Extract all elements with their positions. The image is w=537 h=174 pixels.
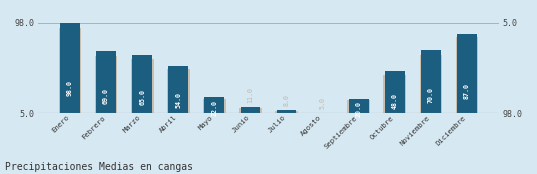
Text: 65.0: 65.0 (139, 89, 145, 105)
Bar (277, 110, 296, 113)
Bar (419, 55, 442, 113)
Text: 8.0: 8.0 (284, 94, 289, 106)
Bar (383, 75, 406, 113)
Bar (205, 97, 224, 113)
Bar (131, 59, 154, 113)
Text: 98.0: 98.0 (67, 80, 73, 96)
Bar (168, 66, 188, 113)
Bar (347, 101, 370, 113)
Bar (132, 55, 152, 113)
Bar (349, 98, 369, 113)
Bar (167, 69, 190, 113)
Bar (203, 98, 226, 113)
Text: 20.0: 20.0 (355, 101, 362, 117)
Text: 22.0: 22.0 (212, 101, 217, 116)
Bar (95, 56, 118, 113)
Bar (60, 23, 80, 113)
Text: 87.0: 87.0 (464, 83, 470, 99)
Text: 70.0: 70.0 (428, 88, 434, 104)
Text: Precipitaciones Medias en cangas: Precipitaciones Medias en cangas (5, 162, 193, 172)
Bar (96, 51, 116, 113)
Text: 48.0: 48.0 (392, 93, 398, 109)
Bar (241, 107, 260, 113)
Bar (59, 28, 81, 113)
Text: 5.0: 5.0 (320, 97, 325, 109)
Bar (421, 50, 441, 113)
Text: 69.0: 69.0 (103, 88, 109, 104)
Text: 54.0: 54.0 (175, 92, 182, 108)
Text: 11.0: 11.0 (248, 87, 253, 103)
Bar (457, 34, 477, 113)
Bar (456, 37, 478, 113)
Bar (385, 71, 405, 113)
Bar (239, 108, 262, 113)
Bar (275, 111, 298, 113)
